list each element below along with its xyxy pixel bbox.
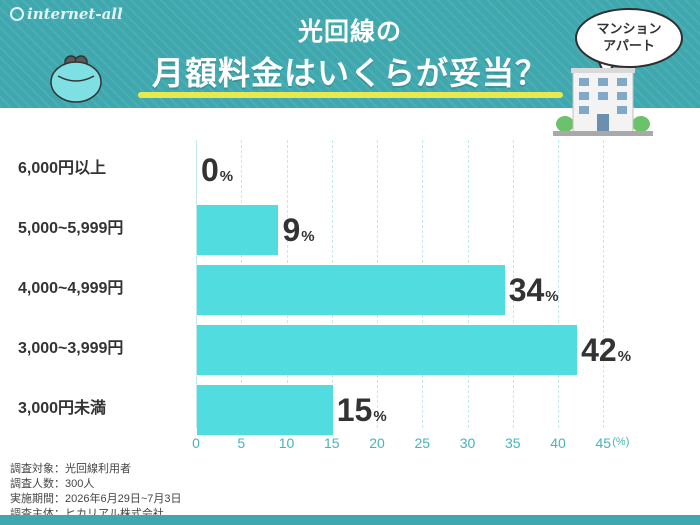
bar [197, 325, 578, 375]
category-label: 4,000~4,999円 [18, 280, 124, 297]
bar-value-number: 15 [336, 392, 373, 428]
x-tick-label: 25 [414, 435, 431, 451]
bar-value-number: 9 [282, 212, 301, 248]
y-axis-line [196, 140, 197, 428]
speech-bubble: マンション アパート [575, 8, 683, 68]
brand-logo-icon [10, 7, 24, 21]
title-line-1: 光回線の [297, 17, 402, 46]
survey-notes: 調査対象：光回線利用者 調査人数：300人 実施期間：2026年6月29日~7月… [10, 462, 181, 522]
gridline [603, 140, 605, 428]
bar [197, 205, 279, 255]
category-label: 3,000~3,999円 [18, 340, 124, 357]
bar-value-unit: % [545, 288, 559, 305]
x-tick-label: 15 [323, 435, 340, 451]
bar-value-number: 34 [508, 272, 545, 308]
note-period: 実施期間：2026年6月29日~7月3日 [10, 493, 182, 505]
bar-value-label: 15% [337, 394, 387, 433]
bar-value-number: 0 [201, 152, 219, 188]
bar [197, 385, 333, 435]
bar-value-label: 42% [581, 334, 631, 373]
category-label: 3,000円未満 [18, 400, 107, 417]
brand-logo: internet-all [10, 5, 123, 23]
x-tick-label: 20 [369, 435, 385, 451]
title-line-2: 月額料金はいくらが妥当？ [151, 54, 548, 92]
wallet-icon [50, 55, 102, 103]
x-tick-label: 0 [192, 435, 200, 451]
bar-value-number: 42 [581, 332, 617, 368]
x-axis-unit: (%) [612, 436, 630, 448]
bar-value-unit: % [617, 348, 632, 365]
note-target: 調査対象：光回線利用者 [10, 463, 131, 475]
bubble-line-2: アパート [603, 39, 655, 54]
title-underline [138, 92, 563, 98]
x-tick-label: 45 [595, 435, 612, 451]
bar-value-label: 34% [509, 274, 559, 313]
bubble-line-1: マンション [596, 22, 662, 37]
x-tick-label: 10 [278, 435, 295, 451]
x-tick-label: 35 [504, 435, 521, 451]
x-tick-label: 30 [459, 435, 476, 451]
gridline [512, 140, 514, 428]
bar-value-unit: % [219, 168, 234, 185]
bar [197, 265, 505, 315]
x-tick-label: 40 [550, 435, 566, 451]
footer-bar [0, 515, 700, 525]
bar-value-unit: % [373, 408, 387, 425]
x-tick-label: 5 [237, 435, 246, 451]
bar-value-label: 9% [282, 214, 314, 253]
note-count: 調査人数：300人 [10, 478, 95, 490]
bar-value-label: 0% [201, 154, 233, 193]
category-label: 6,000円以上 [18, 160, 107, 177]
apartment-building-icon [553, 68, 653, 136]
bar-value-unit: % [301, 228, 315, 245]
gridline [558, 140, 559, 428]
brand-name: internet-all [27, 5, 123, 23]
category-label: 5,000~5,999円 [18, 220, 124, 237]
